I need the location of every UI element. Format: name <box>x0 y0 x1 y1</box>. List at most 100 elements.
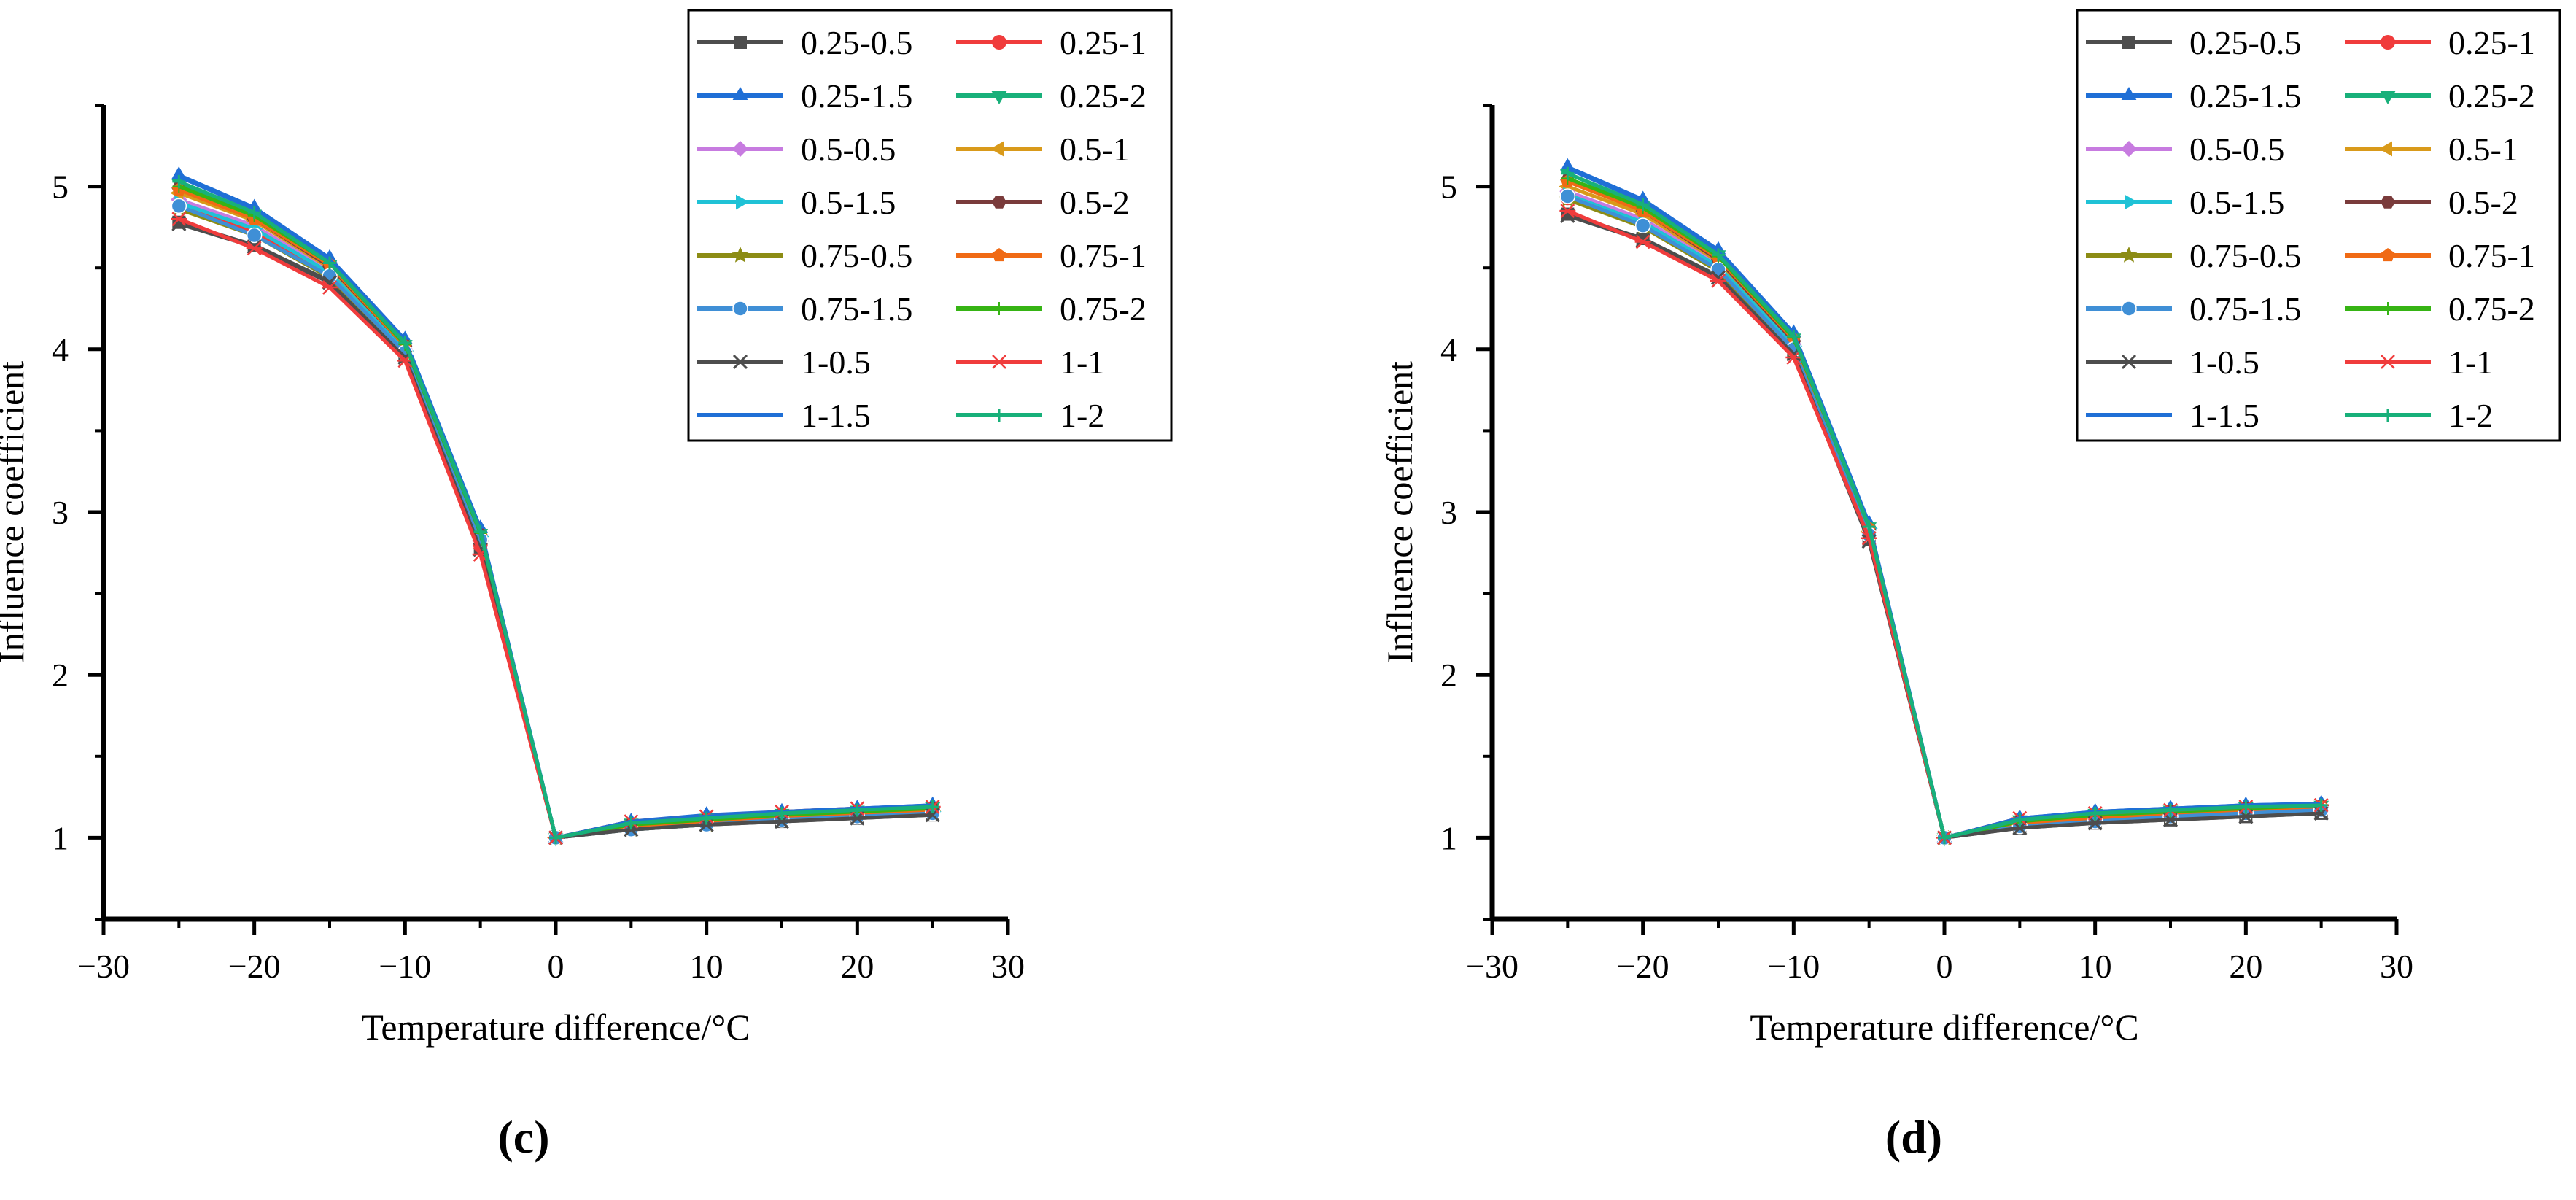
x-tick-label: 30 <box>991 948 1025 985</box>
y-tick-label: 5 <box>52 169 69 206</box>
x-tick-label: 20 <box>840 948 874 985</box>
data-point <box>246 241 263 256</box>
data-point <box>1634 234 1651 249</box>
legend-label: 0.25-1.5 <box>801 77 912 115</box>
y-tick-label: 2 <box>1440 657 1457 694</box>
legend-label: 0.5-0.5 <box>801 131 896 168</box>
legend-label: 1-2 <box>1060 397 1104 434</box>
legend-label: 0.5-2 <box>1060 184 1130 221</box>
legend-item: 0.5-0.5 <box>2086 131 2284 168</box>
legend-label: 0.25-0.5 <box>801 24 912 61</box>
y-tick-label: 3 <box>52 494 69 531</box>
legend-label: 0.5-1.5 <box>2189 184 2284 221</box>
data-point <box>1938 831 1951 845</box>
legend-marker-asterisk <box>991 355 1007 369</box>
data-point <box>1712 248 1725 262</box>
legend-marker-plus <box>993 409 1006 422</box>
legend-item: 0.75-1.5 <box>697 290 912 328</box>
legend-marker-diamond <box>2121 141 2137 157</box>
legend-marker-square <box>2122 36 2135 49</box>
data-point <box>1634 217 1651 233</box>
legend-marker-plus-thin <box>993 302 1006 315</box>
data-point <box>1710 274 1726 288</box>
legend-label: 1-0.5 <box>2189 344 2259 381</box>
legend-marker-diamond <box>732 141 748 157</box>
data-point <box>1559 188 1576 204</box>
legend-item: 0.75-0.5 <box>2086 237 2301 274</box>
data-point <box>171 166 187 179</box>
legend-item: 0.25-0.5 <box>697 24 912 61</box>
legend-marker-pentagon <box>2381 248 2395 262</box>
x-tick-label: 10 <box>690 948 723 985</box>
legend-label: 1-1.5 <box>2189 397 2259 434</box>
data-point <box>2239 800 2253 813</box>
legend-label: 1-1.5 <box>801 397 871 434</box>
legend-label: 0.5-1 <box>2448 131 2518 168</box>
legend-marker-hexagon <box>992 196 1006 209</box>
legend-label: 0.25-2 <box>1060 77 1147 115</box>
legend-item: 0.25-2 <box>956 77 1147 115</box>
data-point <box>1862 520 1876 534</box>
legend-item: 1-1 <box>2345 344 2493 381</box>
data-point <box>2314 798 2328 812</box>
data-point <box>322 280 338 295</box>
data-point <box>549 831 562 845</box>
y-tick-label: 4 <box>1440 331 1457 368</box>
y-axis-title: Influence coefficient <box>0 361 31 663</box>
legend-item: 0.75-0.5 <box>697 237 912 274</box>
x-tick-label: 20 <box>2229 948 2262 985</box>
legend-marker-square <box>734 36 747 49</box>
data-point <box>926 800 939 813</box>
data-point <box>1787 329 1801 343</box>
x-axis-title: Temperature difference/°C <box>1750 1007 2138 1048</box>
data-point <box>2088 806 2102 820</box>
legend-marker-triangle-down <box>2380 91 2396 104</box>
y-tick-label: 5 <box>1440 169 1457 206</box>
legend-item: 0.5-2 <box>956 184 1130 221</box>
data-point <box>624 816 638 830</box>
data-point <box>1636 198 1650 212</box>
legend-item: 0.5-2 <box>2345 184 2518 221</box>
y-tick-label: 4 <box>52 331 69 368</box>
y-axis-title: Influence coefficient <box>1379 361 1420 663</box>
data-point <box>1559 204 1576 218</box>
legend-marker-triangle-up <box>2121 87 2137 100</box>
legend-item: 0.75-1.5 <box>2086 290 2301 328</box>
x-tick-label: 10 <box>2079 948 2112 985</box>
legend-marker-triangle-right <box>736 194 749 210</box>
legend-marker-hexagon <box>2381 196 2395 209</box>
data-point <box>171 198 187 214</box>
panel-label: (c) <box>497 1111 549 1163</box>
y-tick-label: 3 <box>1440 494 1457 531</box>
chart-panel-d: −30 −20 −10 0 10 20 30 1 2 3 4 5 Temperature differe… <box>1379 9 2561 1163</box>
legend-marker-pentagon <box>992 248 1006 262</box>
legend-marker-x <box>2121 354 2137 370</box>
legend-box <box>687 9 1173 442</box>
data-point <box>1561 166 1575 180</box>
legend-item: 0.75-2 <box>956 290 1147 328</box>
legend-label: 0.75-1.5 <box>801 290 912 328</box>
y-tick-label: 1 <box>1440 819 1457 856</box>
data-point <box>699 811 713 825</box>
series-1-2 <box>172 174 939 845</box>
data-point <box>323 256 336 270</box>
data-point <box>247 206 261 220</box>
legend-item: 0.25-0.5 <box>2086 24 2301 61</box>
legend-marker-triangle-left <box>2379 141 2392 157</box>
legend-item: 0.5-0.5 <box>697 131 896 168</box>
legend-label: 0.75-0.5 <box>2189 237 2301 274</box>
data-point <box>473 524 487 538</box>
x-tick-label: 30 <box>2380 948 2413 985</box>
data-point <box>398 336 412 349</box>
legend-label: 0.75-1.5 <box>2189 290 2301 328</box>
y-tick-label: 1 <box>52 819 69 856</box>
data-point <box>2013 813 2027 827</box>
legend-label: 0.75-2 <box>2448 290 2535 328</box>
legend-item: 1-2 <box>956 397 1104 434</box>
legend-item: 0.75-1 <box>956 237 1147 274</box>
legend-label: 0.5-2 <box>2448 184 2518 221</box>
legend-item: 0.75-1 <box>2345 237 2535 274</box>
legend-label: 0.75-1 <box>2448 237 2535 274</box>
legend-label: 0.5-1 <box>1060 131 1130 168</box>
